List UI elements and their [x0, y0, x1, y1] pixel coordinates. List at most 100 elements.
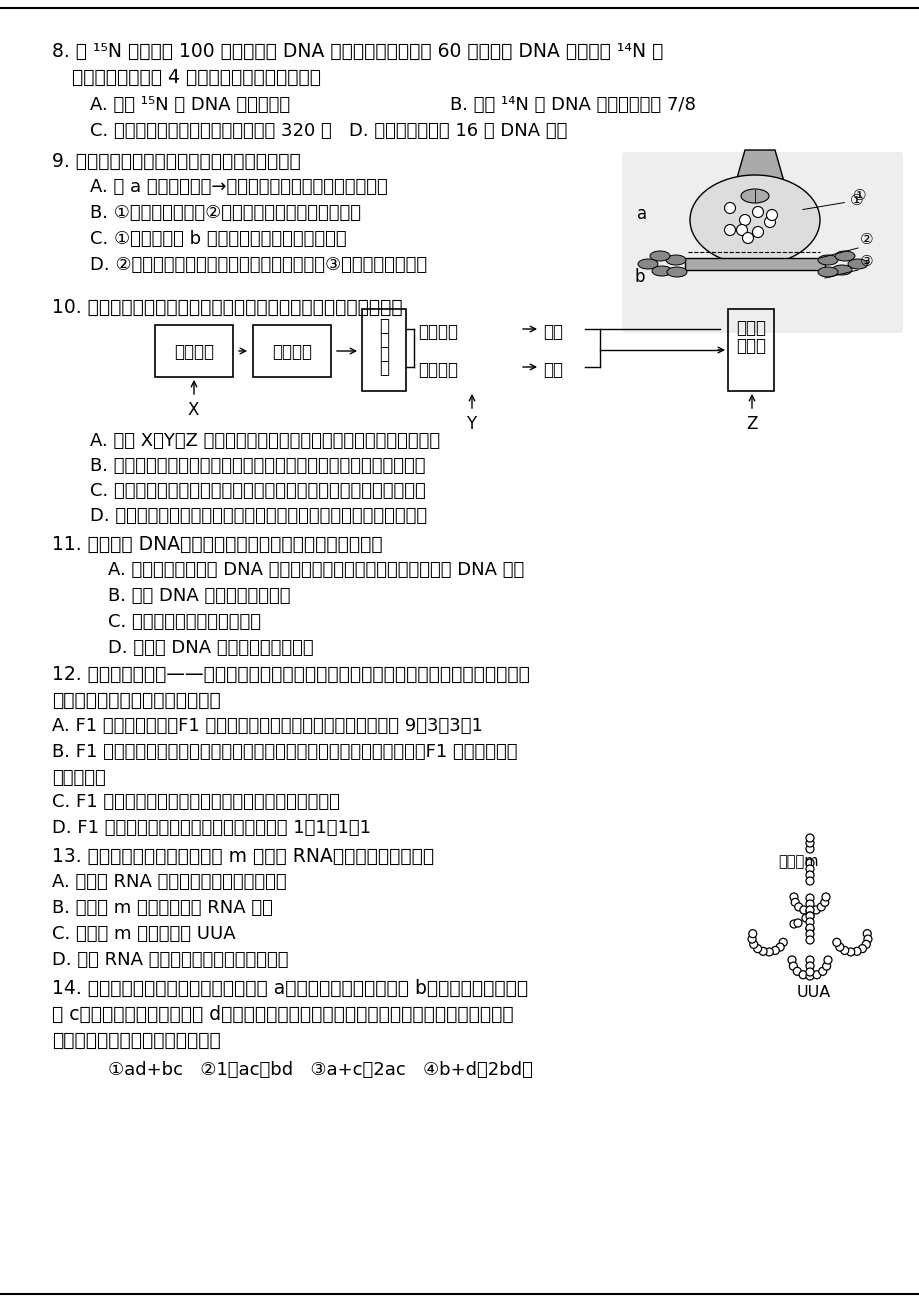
- Text: D. 小岛上蜥蜴新种全部个体所有基因的总和，称为蜥蜴新种的基因库: D. 小岛上蜥蜴新种全部个体所有基因的总和，称为蜥蜴新种的基因库: [90, 506, 426, 525]
- Text: C. 蜥蜴原种中不同性状个体比例变化的本质是种群基因型频率的改变: C. 蜥蜴原种中不同性状个体比例变化的本质是种群基因型频率的改变: [90, 482, 425, 500]
- Text: 种产生: 种产生: [735, 337, 766, 355]
- Text: 不利性状: 不利性状: [417, 361, 458, 379]
- Ellipse shape: [831, 266, 851, 275]
- Circle shape: [805, 906, 813, 914]
- Text: 孩子的概率的表达式正确的有几个: 孩子的概率的表达式正确的有几个: [52, 1031, 221, 1049]
- Circle shape: [821, 893, 829, 901]
- Circle shape: [778, 939, 787, 947]
- Circle shape: [805, 865, 813, 874]
- Ellipse shape: [834, 251, 854, 260]
- Text: ③: ③: [859, 254, 873, 270]
- Text: 自: 自: [379, 316, 389, 335]
- Circle shape: [832, 939, 840, 947]
- Circle shape: [805, 918, 813, 926]
- Text: A. 在 a 中发生电信号→化学信号的转变，信息传递需能量: A. 在 a 中发生电信号→化学信号的转变，信息传递需能量: [90, 178, 387, 197]
- Text: C. ①中内容物使 b 兴奋时，兴奋处膜外为负电位: C. ①中内容物使 b 兴奋时，兴奋处膜外为负电位: [90, 230, 346, 247]
- Circle shape: [840, 947, 848, 954]
- Text: C. F1 产生数目、种类相等的雌雄配子，且结合几率相等: C. F1 产生数目、种类相等的雌雄配子，且结合几率相等: [52, 793, 339, 811]
- Circle shape: [788, 956, 795, 963]
- Circle shape: [799, 971, 806, 979]
- Circle shape: [805, 936, 813, 944]
- Circle shape: [747, 935, 755, 943]
- Circle shape: [752, 227, 763, 237]
- Circle shape: [805, 845, 813, 853]
- Ellipse shape: [666, 267, 686, 277]
- Text: ①ad+bc   ②1－ac－bd   ③a+c－2ac   ④b+d－2bd。: ①ad+bc ②1－ac－bd ③a+c－2ac ④b+d－2bd。: [108, 1061, 532, 1079]
- Text: B. 小岛上蜥蜴原种全部个体的总和称为种群，是生物进化的基本单位: B. 小岛上蜥蜴原种全部个体的总和称为种群，是生物进化的基本单位: [90, 457, 425, 475]
- Circle shape: [822, 962, 830, 970]
- Circle shape: [805, 924, 813, 934]
- Circle shape: [835, 943, 843, 950]
- Text: 环: 环: [379, 345, 389, 363]
- Text: ①: ①: [802, 193, 863, 210]
- Circle shape: [758, 948, 766, 956]
- Circle shape: [861, 940, 869, 948]
- Text: B. 氨基酸 m 只能由该转运 RNA 转运: B. 氨基酸 m 只能由该转运 RNA 转运: [52, 898, 273, 917]
- Text: Z: Z: [745, 415, 756, 434]
- Text: C. 基因在染色体上呈线性排列: C. 基因在染色体上呈线性排列: [108, 613, 261, 631]
- Circle shape: [857, 945, 866, 953]
- Text: 有利性状: 有利性状: [417, 323, 458, 341]
- Text: A. 图中 X、Y、Z 分别表示的是突变和基因重组、自然选择以及隔离: A. 图中 X、Y、Z 分别表示的是突变和基因重组、自然选择以及隔离: [90, 432, 439, 450]
- Text: B. ①中内容物释放至②中借助于突触前膜的主动运输: B. ①中内容物释放至②中借助于突触前膜的主动运输: [90, 204, 360, 223]
- Circle shape: [793, 919, 801, 927]
- Circle shape: [805, 878, 813, 885]
- Circle shape: [790, 898, 799, 906]
- Text: 14. 一对夫妇的子代患遗传病甲的概率是 a，不患遗传病甲的概率是 b；患遗传病乙的概率: 14. 一对夫妇的子代患遗传病甲的概率是 a，不患遗传病甲的概率是 b；患遗传病…: [52, 979, 528, 999]
- Text: UUA: UUA: [796, 986, 831, 1000]
- Circle shape: [799, 906, 807, 914]
- FancyBboxPatch shape: [621, 152, 902, 333]
- Text: 氨基酸m: 氨基酸m: [777, 854, 818, 868]
- Circle shape: [776, 943, 783, 950]
- Text: a: a: [636, 204, 646, 223]
- Circle shape: [823, 956, 831, 963]
- Text: 8. 用 ¹⁵N 标记含有 100 个碱基对的 DNA 分子（其中有腺嘌呤 60 个），该 DNA 分子在含 ¹⁴N 的: 8. 用 ¹⁵N 标记含有 100 个碱基对的 DNA 分子（其中有腺嘌呤 60…: [52, 42, 663, 61]
- Polygon shape: [734, 150, 784, 185]
- Text: A. 含有 ¹⁵N 的 DNA 分子有两个: A. 含有 ¹⁵N 的 DNA 分子有两个: [90, 96, 289, 115]
- Circle shape: [805, 907, 813, 915]
- Circle shape: [805, 962, 813, 970]
- Circle shape: [752, 207, 763, 217]
- Circle shape: [805, 924, 813, 932]
- Circle shape: [863, 935, 871, 943]
- Text: 13. 如图为生物体内转运氨基酸 m 的转运 RNA，对此叙述正确的是: 13. 如图为生物体内转运氨基酸 m 的转运 RNA，对此叙述正确的是: [52, 848, 434, 866]
- Ellipse shape: [650, 251, 669, 260]
- Ellipse shape: [817, 267, 837, 277]
- Text: 淘汰: 淘汰: [542, 361, 562, 379]
- Text: 时，针对发现的问题提出的假设是: 时，针对发现的问题提出的假设是: [52, 691, 221, 710]
- Text: 11. 下列关于 DNA、染色体、基因的关系，其中不正确的是: 11. 下列关于 DNA、染色体、基因的关系，其中不正确的是: [52, 535, 382, 553]
- Circle shape: [805, 871, 813, 879]
- Circle shape: [812, 971, 820, 979]
- Circle shape: [736, 224, 747, 236]
- Text: 培养基中连续复制 4 次，下列有关判断错误的是: 培养基中连续复制 4 次，下列有关判断错误的是: [72, 68, 321, 87]
- Circle shape: [805, 835, 813, 842]
- Text: D. 转运 RNA 是由许多个核糖核苷酸构成的: D. 转运 RNA 是由许多个核糖核苷酸构成的: [52, 950, 289, 969]
- Circle shape: [816, 902, 824, 911]
- Ellipse shape: [665, 255, 686, 266]
- Text: D. ②处的液体为组织液，传递兴奋时含有能被③特异性识别的物质: D. ②处的液体为组织液，传递兴奋时含有能被③特异性识别的物质: [90, 256, 426, 273]
- Ellipse shape: [817, 255, 837, 266]
- Circle shape: [862, 930, 870, 937]
- Text: A. 每条染色体有一个 DNA 分子，经复制后每条染色单体上有一个 DNA 分子: A. 每条染色体有一个 DNA 分子，经复制后每条染色单体上有一个 DNA 分子: [108, 561, 524, 579]
- Circle shape: [852, 948, 860, 956]
- Circle shape: [805, 967, 813, 976]
- Circle shape: [805, 911, 813, 921]
- Circle shape: [739, 215, 750, 225]
- Circle shape: [805, 973, 813, 980]
- Ellipse shape: [689, 174, 819, 266]
- Text: 然: 然: [379, 331, 389, 349]
- Circle shape: [805, 838, 813, 848]
- Text: C. 氨基酸 m 的密码子是 UUA: C. 氨基酸 m 的密码子是 UUA: [52, 924, 235, 943]
- Circle shape: [805, 894, 813, 902]
- Ellipse shape: [637, 259, 657, 270]
- Circle shape: [748, 930, 756, 937]
- Circle shape: [805, 900, 813, 907]
- Text: 是 c，不患遗传病乙的概率是 d。那么下列表示这对夫妇生出只患甲、乙两种遗传病之一的: 是 c，不患遗传病乙的概率是 d。那么下列表示这对夫妇生出只患甲、乙两种遗传病之…: [52, 1005, 513, 1023]
- Circle shape: [766, 210, 777, 220]
- Circle shape: [753, 945, 761, 953]
- Text: 保存: 保存: [542, 323, 562, 341]
- Circle shape: [794, 902, 801, 911]
- Text: 相等的配子: 相等的配子: [52, 769, 106, 786]
- Text: D. 基因在 DNA 分子双链上成对存在: D. 基因在 DNA 分子双链上成对存在: [108, 639, 313, 658]
- Ellipse shape: [847, 259, 867, 270]
